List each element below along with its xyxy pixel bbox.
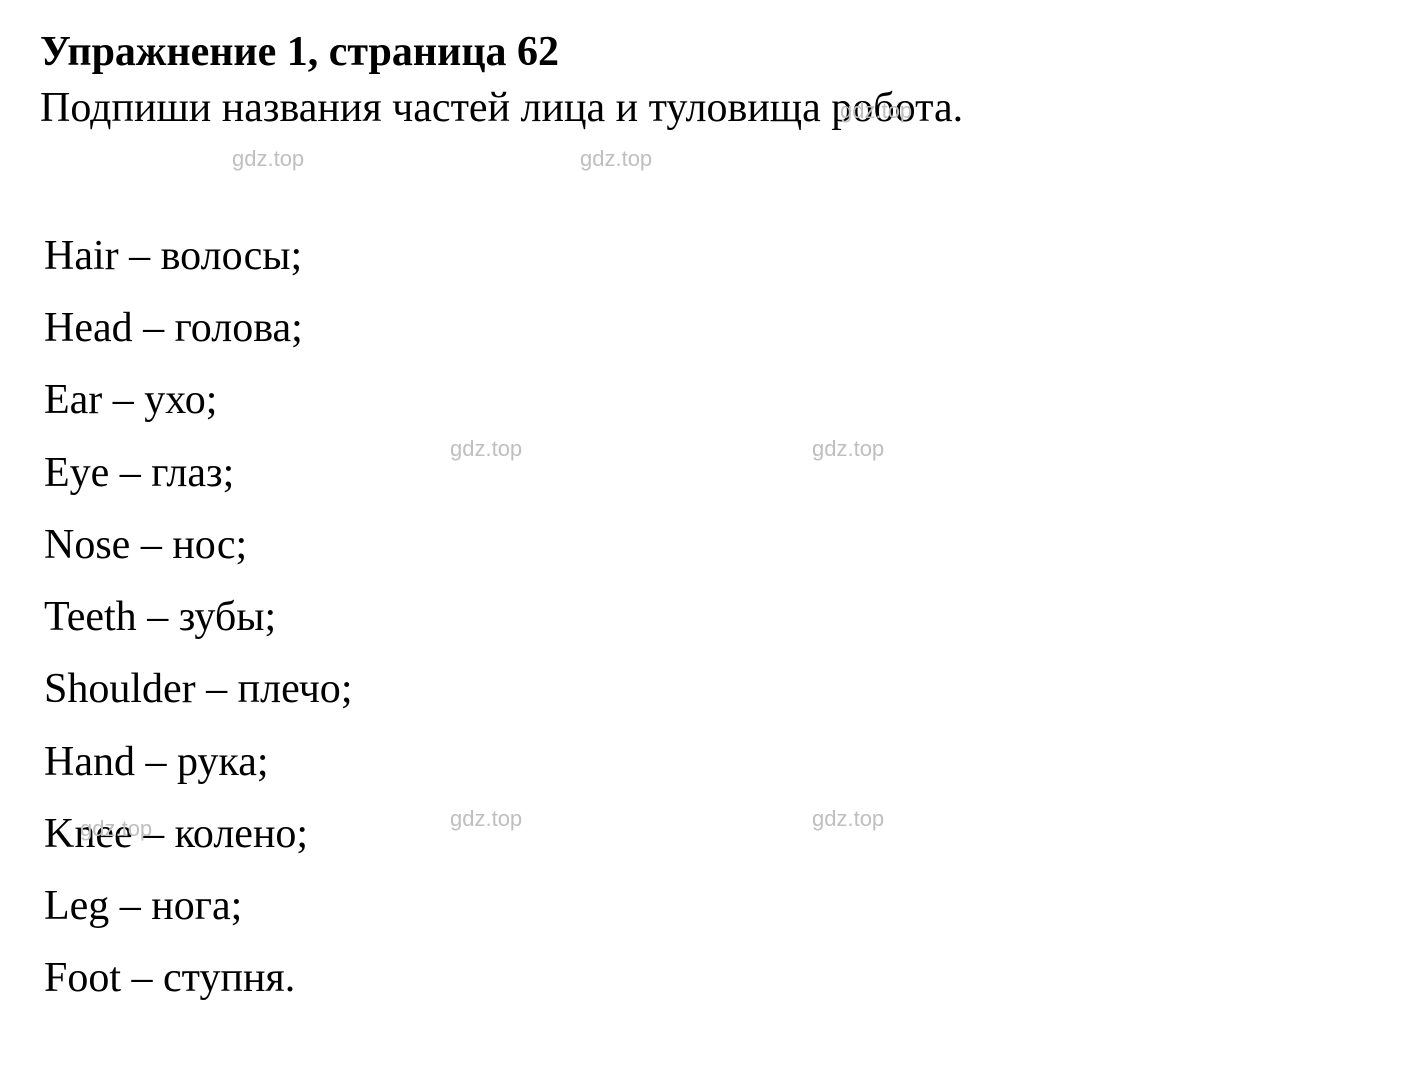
vocab-sep: – [137, 594, 179, 640]
vocab-sep: – [130, 522, 172, 568]
vocab-ru: ухо [144, 377, 205, 423]
vocab-en: Hand [44, 739, 135, 785]
vocab-term: ; [291, 233, 303, 279]
vocab-sep: – [121, 955, 163, 1001]
vocab-sep: – [135, 739, 177, 785]
vocab-en: Foot [44, 955, 121, 1001]
vocab-en: Leg [44, 883, 109, 929]
vocab-en: Head [44, 305, 133, 351]
watermark-text: gdz.top [232, 146, 304, 172]
vocab-en: Ear [44, 377, 102, 423]
exercise-instruction: Подпиши названия частей лица и туловища … [40, 84, 1374, 132]
vocab-en: Shoulder [44, 666, 196, 712]
vocab-ru: колено [175, 811, 297, 857]
vocab-ru: волосы [161, 233, 291, 279]
vocab-item: Shoulder – плечо; [44, 653, 1374, 725]
vocab-ru: голова [175, 305, 292, 351]
vocab-sep: – [119, 233, 161, 279]
vocab-ru: плечо [238, 666, 341, 712]
vocab-sep: – [196, 666, 238, 712]
vocab-term: ; [236, 522, 248, 568]
vocab-term: ; [341, 666, 353, 712]
vocab-term: ; [231, 883, 243, 929]
vocab-sep: – [109, 883, 151, 929]
vocab-term: . [285, 955, 296, 1001]
vocab-term: ; [223, 450, 235, 496]
vocab-ru: ступня [163, 955, 285, 1001]
vocab-item: Hand – рука; [44, 726, 1374, 798]
vocab-en: Hair [44, 233, 119, 279]
vocab-item: Eye – глаз; [44, 437, 1374, 509]
vocab-ru: глаз [151, 450, 222, 496]
vocabulary-list: Hair – волосы; Head – голова; Ear – ухо;… [44, 220, 1374, 1015]
vocab-item: Hair – волосы; [44, 220, 1374, 292]
vocab-en: Knee [44, 811, 133, 857]
vocab-term: ; [296, 811, 308, 857]
vocab-en: Teeth [44, 594, 137, 640]
vocab-item: Nose – нос; [44, 509, 1374, 581]
vocab-term: ; [257, 739, 269, 785]
exercise-title: Упражнение 1, страница 62 [40, 28, 1374, 76]
watermark-text: gdz.top [580, 146, 652, 172]
vocab-sep: – [109, 450, 151, 496]
vocab-item: Foot – ступня. [44, 942, 1374, 1014]
vocab-sep: – [102, 377, 144, 423]
vocab-ru: нога [151, 883, 230, 929]
vocab-sep: – [133, 811, 175, 857]
vocab-term: ; [291, 305, 303, 351]
vocab-ru: рука [177, 739, 257, 785]
vocab-en: Nose [44, 522, 130, 568]
vocab-sep: – [133, 305, 175, 351]
vocab-item: Head – голова; [44, 292, 1374, 364]
vocab-item: Knee – колено; [44, 798, 1374, 870]
vocab-term: ; [206, 377, 218, 423]
vocab-item: Teeth – зубы; [44, 581, 1374, 653]
vocab-item: Leg – нога; [44, 870, 1374, 942]
vocab-ru: нос [172, 522, 235, 568]
vocab-item: Ear – ухо; [44, 364, 1374, 436]
vocab-term: ; [264, 594, 276, 640]
vocab-ru: зубы [179, 594, 265, 640]
vocab-en: Eye [44, 450, 109, 496]
